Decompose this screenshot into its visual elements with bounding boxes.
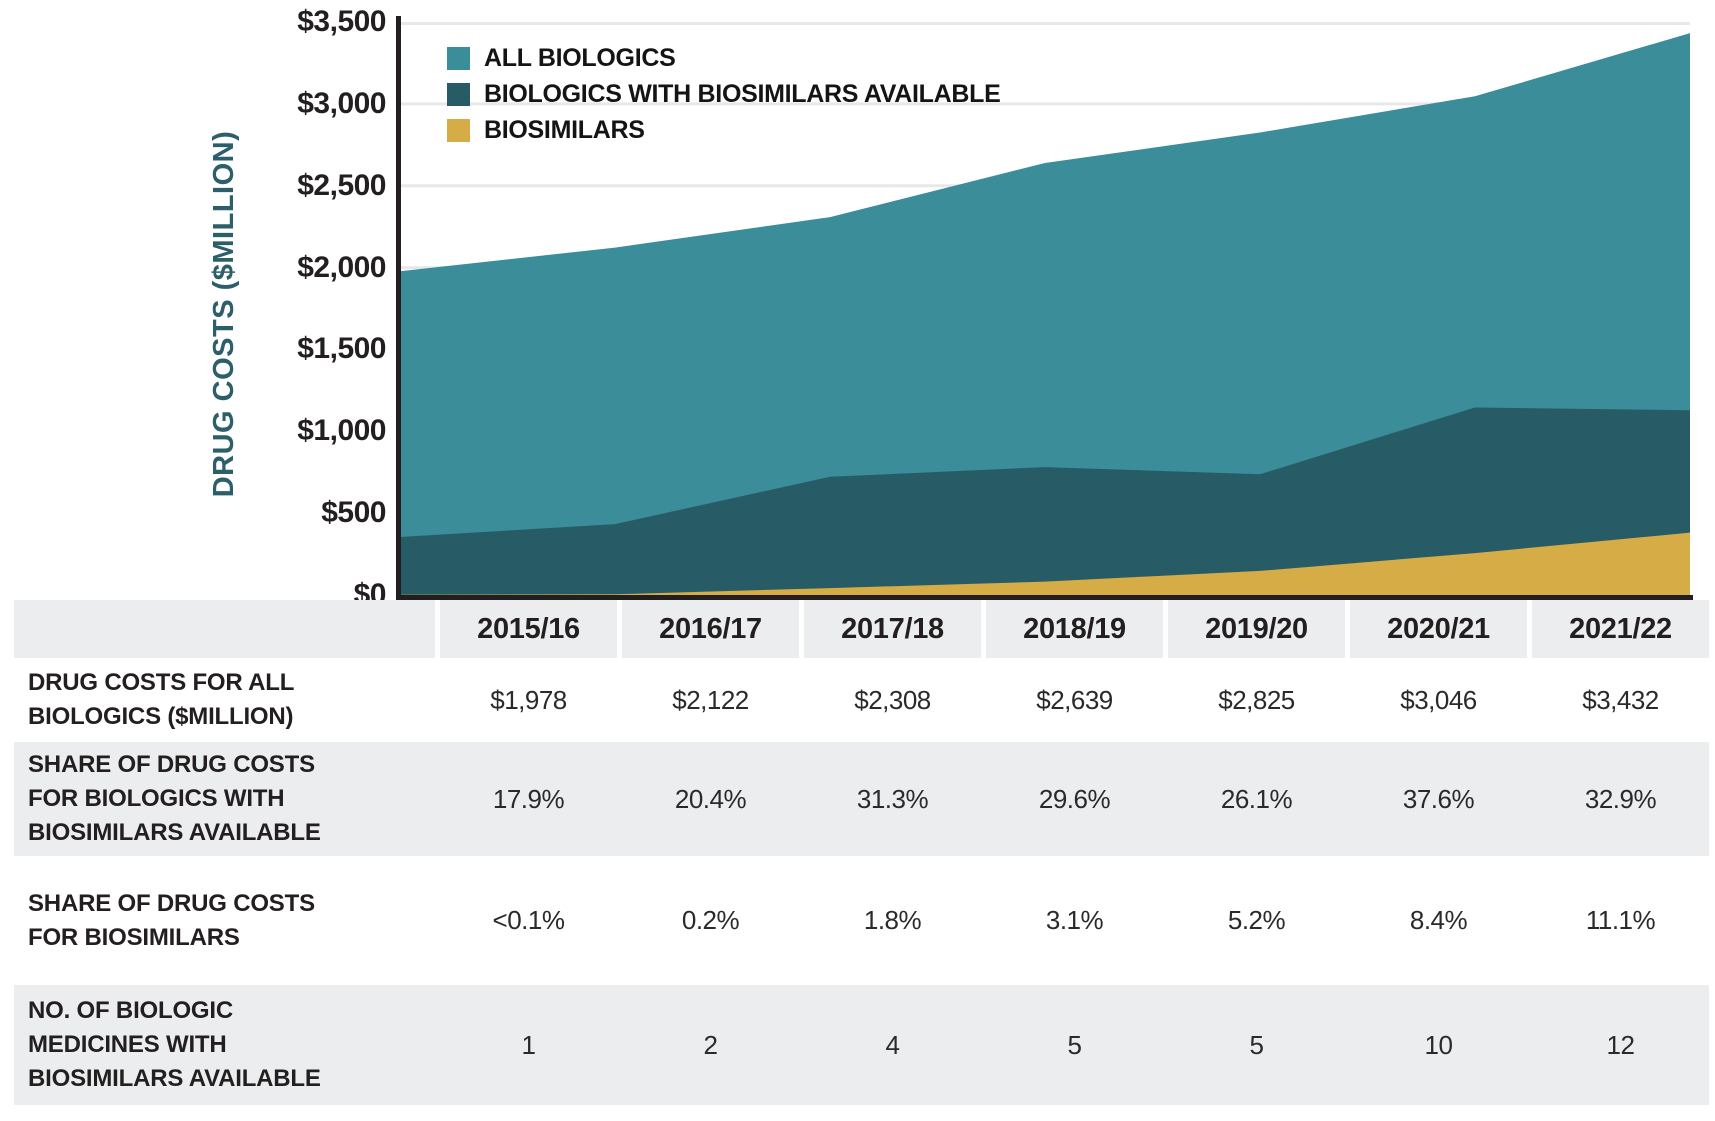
area-series-biologics-with-biosimilars-available: [400, 407, 1690, 595]
table-value-cell: 17.9%: [492, 783, 565, 814]
row-label-line: FOR BIOLOGICS WITH: [28, 785, 285, 812]
y-tick-label: $2,500: [297, 168, 386, 202]
table-value-cell: 37.6%: [1402, 783, 1475, 814]
table-value-cell: 10: [1424, 1029, 1453, 1060]
y-tick-label: $3,500: [297, 5, 386, 38]
legend-item: BIOSIMILARS: [447, 116, 1001, 144]
row-label-line: MEDICINES WITH: [28, 1031, 227, 1058]
row-label-cell: DRUG COSTS FOR ALL BIOLOGICS ($MILLION): [14, 658, 435, 742]
table-value-cell: 5: [1249, 1029, 1264, 1060]
legend-swatch-icon: [447, 47, 470, 70]
row-label-line: DRUG COSTS FOR ALL: [28, 669, 295, 696]
y-axis-line: [396, 16, 401, 600]
row-label-line: BIOLOGICS ($MILLION): [28, 703, 294, 730]
column-header-year: 2016/17: [622, 600, 799, 658]
area-series-biosimilars: [400, 532, 1690, 595]
table-value-cell: 4: [885, 1029, 900, 1060]
table-value-cell: $2,122: [672, 684, 749, 715]
row-label-line: SHARE OF DRUG COSTS: [28, 751, 315, 778]
table-value-cell: $2,825: [1218, 684, 1295, 715]
table-value-cell: $3,432: [1582, 684, 1659, 715]
legend-swatch-icon: [447, 83, 470, 106]
table-value-cell: 32.9%: [1584, 783, 1657, 814]
table-value-cell: $1,978: [490, 684, 567, 715]
table-body: DRUG COSTS FOR ALL BIOLOGICS ($MILLION) $1…: [14, 658, 1709, 1105]
y-tick-label: $1,000: [297, 414, 386, 448]
legend-item-label: ALL BIOLOGICS: [484, 44, 676, 72]
row-label-cell: SHARE OF DRUG COSTS FOR BIOLOGICS WITH BIO…: [14, 742, 435, 856]
row-label-line: FOR BIOSIMILARS: [28, 923, 240, 951]
table-value-cell: 5: [1067, 1029, 1082, 1060]
table-value-cell: 1.8%: [863, 905, 922, 935]
row-label-line: SHARE OF DRUG COSTS: [28, 889, 315, 917]
y-tick-label: $1,500: [297, 332, 386, 366]
table-value-cell: 1: [521, 1029, 536, 1060]
table-value-cell: 12: [1606, 1029, 1635, 1060]
column-header-year: 2020/21: [1350, 600, 1527, 658]
table-value-cell: 31.3%: [856, 783, 929, 814]
legend-item: ALL BIOLOGICS: [447, 44, 1001, 72]
x-axis-line: [396, 595, 1693, 600]
biologics-spend-area-chart: DRUG COSTS ($MILLION) $0 $500 $1,000 $1,500…: [0, 6, 1693, 611]
row-label-line: BIOSIMILARS AVAILABLE: [28, 1065, 321, 1092]
table-row: NO. OF BIOLOGIC MEDICINES WITH BIOSIMILARS…: [14, 985, 1709, 1105]
y-tick-label: $2,000: [297, 250, 386, 284]
table-value-cell: 5.2%: [1227, 905, 1286, 935]
biologics-data-table: 2015/16 2016/17 2017/18 2018/19 2019/20 2020/…: [14, 600, 1709, 1105]
table-value-cell: 0.2%: [681, 905, 740, 935]
row-label-cell: NO. OF BIOLOGIC MEDICINES WITH BIOSIMILARS…: [14, 985, 435, 1105]
table-row: DRUG COSTS FOR ALL BIOLOGICS ($MILLION) $1…: [14, 658, 1709, 742]
legend-swatch-icon: [447, 119, 470, 142]
legend-item: BIOLOGICS WITH BIOSIMILARS AVAILABLE: [447, 80, 1001, 108]
column-header-year: 2015/16: [440, 600, 617, 658]
table-value-cell: <0.1%: [492, 905, 565, 935]
row-label-line: BIOSIMILARS AVAILABLE: [28, 819, 321, 846]
table-value-cell: $3,046: [1400, 684, 1477, 715]
table-value-cell: $2,639: [1036, 684, 1113, 715]
y-axis-tick-labels: $0 $500 $1,000 $1,500 $2,000 $2,500 $3,000 $3,5…: [0, 6, 386, 611]
table-row: SHARE OF DRUG COSTS FOR BIOSIMILARS <0.1% 0…: [14, 856, 1709, 985]
table-value-cell: 3.1%: [1045, 905, 1104, 935]
table-value-cell: 2: [703, 1029, 718, 1060]
table-value-cell: 26.1%: [1220, 783, 1293, 814]
table-value-cell: 20.4%: [674, 783, 747, 814]
legend-item-label: BIOLOGICS WITH BIOSIMILARS AVAILABLE: [484, 80, 1001, 108]
table-value-cell: 8.4%: [1409, 905, 1468, 935]
table-corner-cell: [14, 600, 435, 658]
chart-plot-area: [400, 22, 1690, 596]
column-header-year: 2021/22: [1532, 600, 1709, 658]
table-header-row: 2015/16 2016/17 2017/18 2018/19 2019/20 2020/…: [14, 600, 1709, 658]
column-header-year: 2019/20: [1168, 600, 1345, 658]
row-label-line: NO. OF BIOLOGIC: [28, 997, 233, 1024]
legend-item-label: BIOSIMILARS: [484, 116, 645, 144]
y-tick-label: $500: [321, 496, 386, 530]
column-header-year: 2018/19: [986, 600, 1163, 658]
table-value-cell: 11.1%: [1585, 905, 1656, 935]
table-row: SHARE OF DRUG COSTS FOR BIOLOGICS WITH BIO…: [14, 742, 1709, 856]
table-value-cell: 29.6%: [1038, 783, 1111, 814]
y-tick-label: $3,000: [297, 86, 386, 120]
column-header-year: 2017/18: [804, 600, 981, 658]
row-label-cell: SHARE OF DRUG COSTS FOR BIOSIMILARS: [14, 856, 435, 985]
table-value-cell: $2,308: [854, 684, 931, 715]
chart-legend: ALL BIOLOGICS BIOLOGICS WITH BIOSIMILARS …: [447, 44, 1001, 153]
